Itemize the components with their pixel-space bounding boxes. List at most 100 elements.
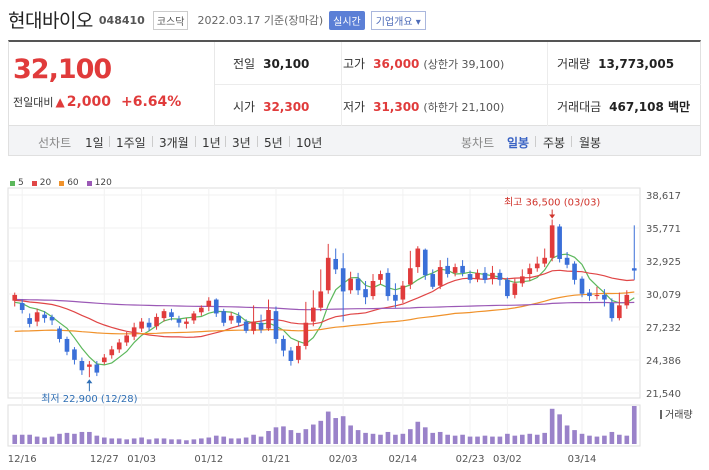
candle-body [57,328,62,339]
candle-body [87,364,92,367]
volume-bar [408,429,413,444]
legend-swatch [10,180,15,186]
volume-bar [87,431,92,444]
stock-header: 현대바이오 048410 코스닥 2022.03.17 기준(장마감) 실시간 … [0,0,709,38]
candle-body [393,294,398,301]
candle-body [467,274,473,280]
tab-1d[interactable]: 1일 [85,136,104,150]
candle-body [348,278,353,291]
candle-body [475,272,480,279]
volume-label: 거래량 [665,409,693,421]
col-divider [547,42,548,126]
low-annotation: 최저 22,900 (12/28) [41,393,137,405]
volume-bar [199,438,204,444]
volume-bar [490,436,495,444]
candle-body [617,305,622,319]
volume-bar [505,433,510,444]
legend-ma120: 120 [86,178,112,188]
volume-bar [243,437,249,444]
tab-5y[interactable]: 5년 [264,136,283,150]
volume-bar [131,438,137,444]
candle-body [527,268,533,275]
candle-body [408,268,413,285]
volume-bar [475,436,480,444]
volume-bar [549,408,555,444]
volume-bar [12,434,18,444]
tab-line-chart[interactable]: 선차트 [38,136,72,150]
tab-3y[interactable]: 3년 [232,136,251,150]
legend-swatch [31,180,37,186]
realtime-button[interactable]: 실시간 [329,10,365,30]
volume-bar [497,436,503,444]
y-tick-label: 30,079 [646,290,681,301]
price-frame [7,187,641,399]
tab-10y[interactable]: 10년 [296,136,323,150]
tab-1y[interactable]: 1년 [202,136,221,150]
candle-body [355,278,361,291]
tab-sep [152,136,153,147]
tab-sep [289,136,290,147]
volume-bar [430,432,436,444]
row-divider [215,84,701,85]
volume: 거래량 13,773,005 [557,55,674,72]
tab-3m[interactable]: 3개월 [159,136,189,150]
candle-body [213,299,219,314]
company-overview-dropdown[interactable]: 기업개요 ▾ [370,10,426,30]
legend-label: 20 [39,178,52,188]
tab-candle-chart[interactable]: 봉차트 [461,136,495,150]
volume-bar [228,438,234,444]
legend-swatch [59,180,65,186]
volume-bar [27,434,32,444]
candle-body [609,303,615,319]
candle-body [318,291,324,308]
candle-body [79,360,85,371]
candle-body [579,278,585,294]
low-label: 저가 [343,100,366,114]
tab-monthly[interactable]: 월봉 [579,136,602,150]
ma-legend: 5 20 60 120 [10,178,112,188]
volume-bar [176,439,182,444]
volume-bar [236,438,241,444]
x-tick-label: 01/03 [127,454,156,465]
candle-body [415,248,421,268]
candle-body [94,364,100,373]
candle-body [325,257,331,291]
volume-bar [109,438,115,444]
candle-body [116,342,122,350]
candle-body [251,321,256,331]
volume-bar [34,436,40,444]
high-arrow-head [549,214,556,219]
volume-bar [124,439,130,444]
candle-body [131,327,137,337]
tab-1w[interactable]: 1주일 [116,136,146,150]
candle-body [534,263,540,269]
volume-bar [318,420,324,444]
volume-bar [184,440,189,444]
candle-body [400,285,406,300]
candle-body [631,268,637,271]
tab-weekly[interactable]: 주봉 [543,136,566,150]
chart-tabs: 선차트 1일 1주일 3개월 1년 3년 5년 10년 봉차트 일봉 주봉 월봉 [8,126,701,156]
market-badge: 코스닥 [152,10,189,30]
legend-swatch [86,180,92,186]
candle-body [378,274,383,280]
volume-bar [258,436,264,444]
prev-value: 30,100 [263,57,310,71]
candle-body [594,294,600,297]
x-tick-label: 01/12 [194,454,223,465]
high-price: 고가 36,000 (상한가 39,100) [343,55,504,72]
y-tick-label: 35,771 [646,224,681,235]
legend-ma20: 20 [31,178,52,188]
tab-daily[interactable]: 일봉 [507,136,530,150]
candle-body [19,303,25,310]
volume-bar [572,430,577,444]
legend-label: 5 [18,178,24,188]
volume-bar [19,434,25,444]
candle-body [505,279,510,297]
volume-bar [348,425,353,444]
lower-limit: (하한가 21,100) [423,101,505,114]
current-price: 32,100 [13,54,112,85]
volume-bar [79,431,85,444]
candle-body [258,322,264,330]
candle-body [370,280,376,297]
